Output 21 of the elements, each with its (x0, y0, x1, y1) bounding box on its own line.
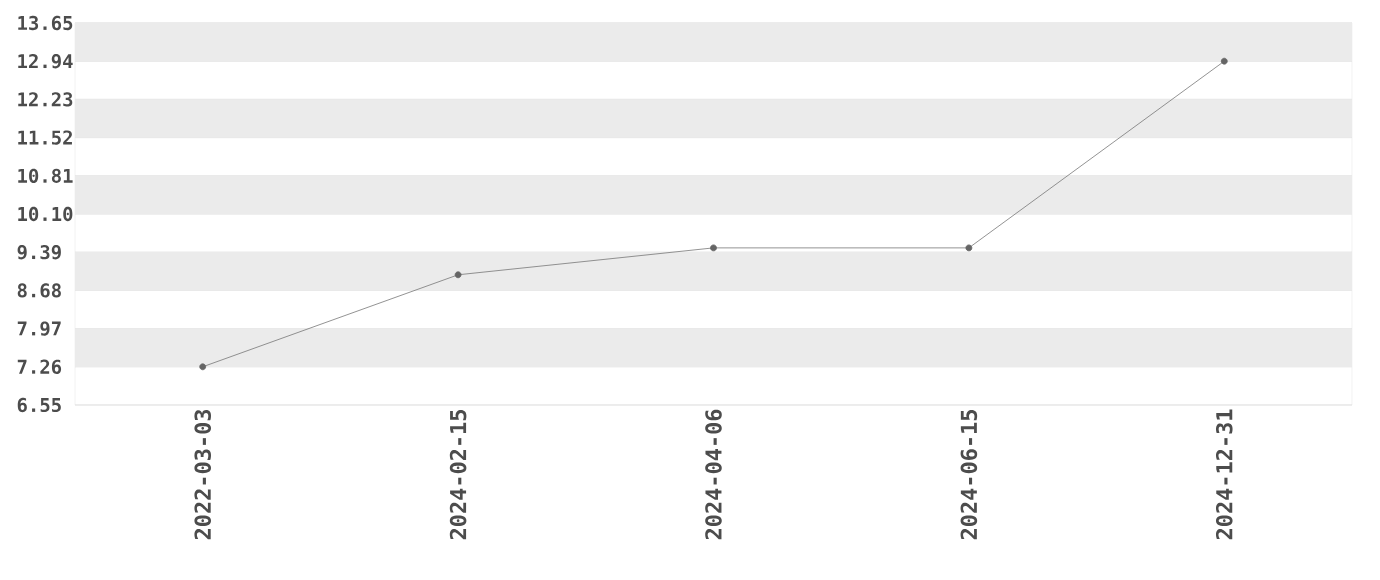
y-tick-label: 10.10 (18, 206, 73, 222)
point (1220, 57, 1228, 65)
y-tick-label: 6.55 (17, 397, 61, 413)
y-tick-label: 7.26 (17, 359, 62, 374)
point (454, 271, 462, 279)
y-tick-label: 7.97 (17, 321, 61, 336)
y-tick-label: 11.52 (18, 130, 72, 145)
point (710, 244, 717, 252)
y-tick-label: 9.39 (17, 244, 61, 260)
x-tick-label: 2024-06-15 (960, 410, 978, 540)
point (199, 363, 207, 371)
y-tick-label: 8.68 (17, 283, 61, 298)
y-tick-label: 13.65 (18, 15, 73, 31)
x-tick-label: 2022-03-03 (194, 409, 211, 540)
y-tick-label: 10.81 (18, 168, 73, 183)
y-tick-label: 12.94 (18, 53, 73, 69)
x-tick-label: 2024-12-31 (1215, 409, 1233, 540)
x-tick-label: 2024-04-06 (705, 409, 722, 540)
point (965, 244, 973, 252)
y-tick-label: 12.23 (18, 92, 73, 107)
x-tick-label: 2024-02-15 (449, 410, 467, 540)
